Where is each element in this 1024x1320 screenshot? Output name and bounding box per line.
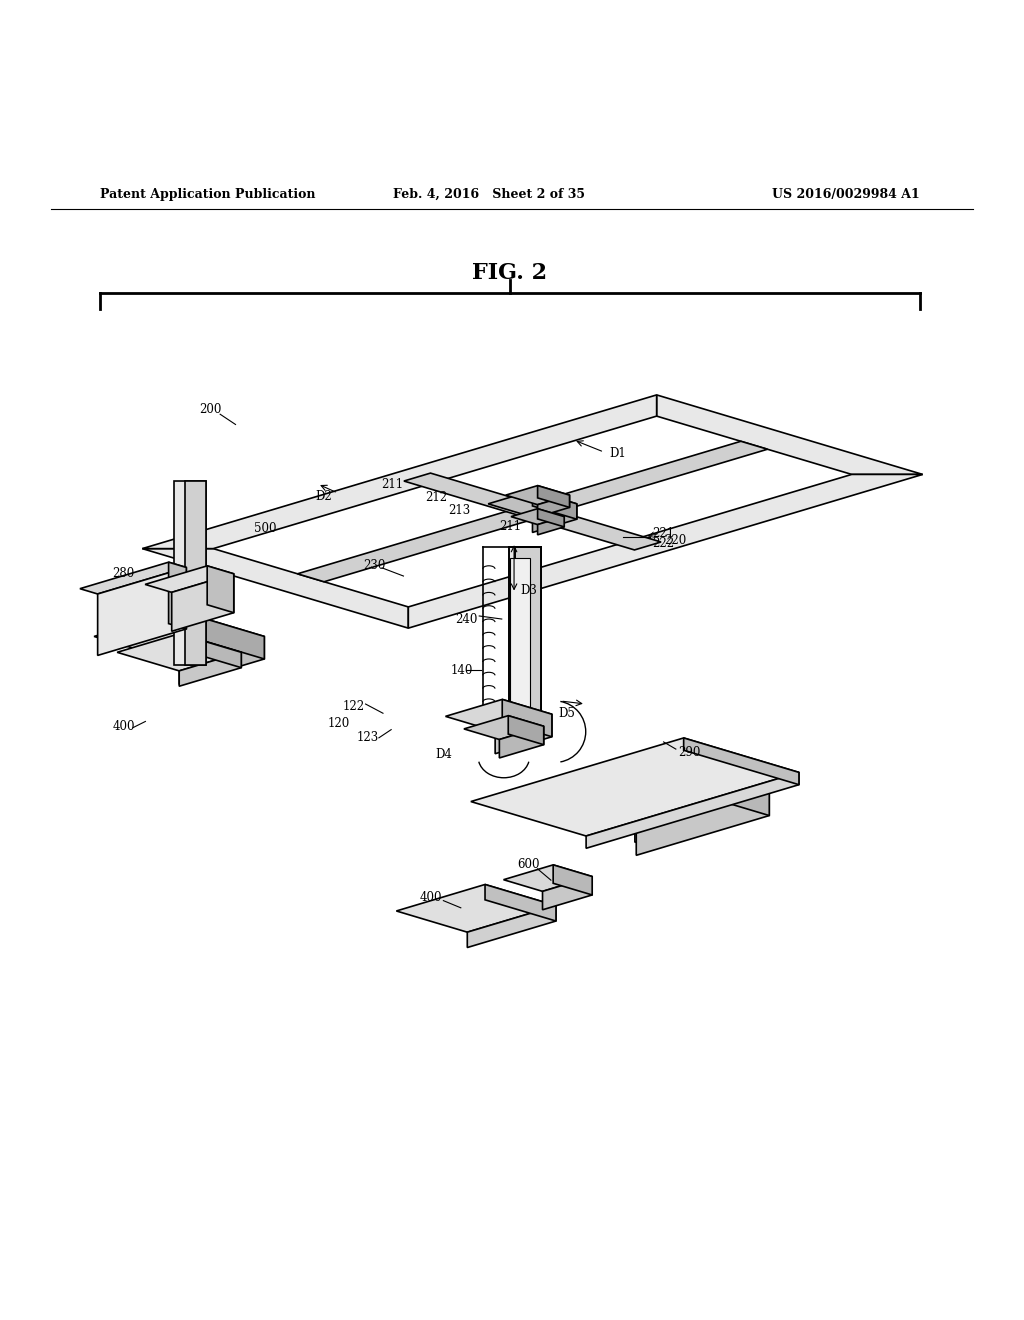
Text: Patent Application Publication: Patent Application Publication [100,187,315,201]
Polygon shape [538,486,569,507]
Polygon shape [464,715,544,739]
Text: D3: D3 [520,583,537,597]
Polygon shape [145,566,233,593]
Polygon shape [656,395,923,474]
Polygon shape [179,634,242,668]
Polygon shape [543,876,592,909]
Polygon shape [504,865,592,891]
Text: 213: 213 [449,504,471,517]
Polygon shape [179,652,242,686]
Polygon shape [179,636,264,684]
Text: D1: D1 [609,446,626,459]
Text: 400: 400 [113,721,135,733]
Polygon shape [515,548,542,722]
Polygon shape [582,764,688,796]
Text: 400: 400 [420,891,442,904]
Polygon shape [169,562,186,628]
Text: 123: 123 [356,731,379,744]
Text: 212: 212 [425,491,447,504]
Text: 120: 120 [328,717,350,730]
Text: D5: D5 [558,706,574,719]
Text: 280: 280 [113,568,135,581]
Text: 220: 220 [665,533,687,546]
Polygon shape [496,714,552,754]
Polygon shape [179,611,264,659]
Text: Feb. 4, 2016   Sheet 2 of 35: Feb. 4, 2016 Sheet 2 of 35 [393,187,586,201]
Polygon shape [538,516,564,535]
Text: 240: 240 [456,612,478,626]
Polygon shape [511,508,564,524]
Polygon shape [97,568,186,656]
Polygon shape [502,700,552,737]
Text: D2: D2 [315,490,332,503]
Polygon shape [510,557,529,711]
Text: 211: 211 [381,478,403,491]
Polygon shape [174,480,206,665]
Polygon shape [117,634,242,671]
Polygon shape [532,491,577,519]
Polygon shape [396,884,556,932]
Text: 222: 222 [652,537,675,549]
Polygon shape [94,611,264,661]
Polygon shape [506,486,569,504]
Polygon shape [508,715,544,744]
Polygon shape [654,755,769,816]
Polygon shape [409,474,923,628]
Text: 290: 290 [678,746,700,759]
Text: 600: 600 [517,858,540,871]
Polygon shape [532,504,577,532]
Polygon shape [142,549,409,628]
Polygon shape [403,473,662,550]
Polygon shape [445,700,552,731]
Polygon shape [80,562,186,594]
Polygon shape [586,772,799,849]
Polygon shape [467,906,556,948]
Text: 211: 211 [499,520,521,533]
Polygon shape [521,755,769,830]
Text: 140: 140 [451,664,473,677]
Polygon shape [471,738,799,836]
Polygon shape [538,495,569,517]
Text: US 2016/0029984 A1: US 2016/0029984 A1 [772,187,920,201]
Polygon shape [172,574,233,631]
Polygon shape [485,884,556,921]
Polygon shape [298,441,767,582]
Polygon shape [538,508,564,527]
Polygon shape [142,395,656,549]
Polygon shape [500,726,544,758]
Text: FIG. 2: FIG. 2 [472,261,548,284]
Text: D4: D4 [435,747,452,760]
Text: 230: 230 [364,560,386,573]
Polygon shape [635,764,688,826]
Text: 200: 200 [200,403,222,416]
Polygon shape [509,548,542,722]
Polygon shape [553,865,592,895]
Text: 500: 500 [254,523,276,536]
Polygon shape [488,491,577,517]
Polygon shape [636,789,769,855]
Polygon shape [207,566,233,612]
Text: 122: 122 [343,700,366,713]
Polygon shape [184,480,206,665]
Polygon shape [635,780,688,842]
Polygon shape [684,738,799,784]
Text: 221: 221 [652,527,675,540]
